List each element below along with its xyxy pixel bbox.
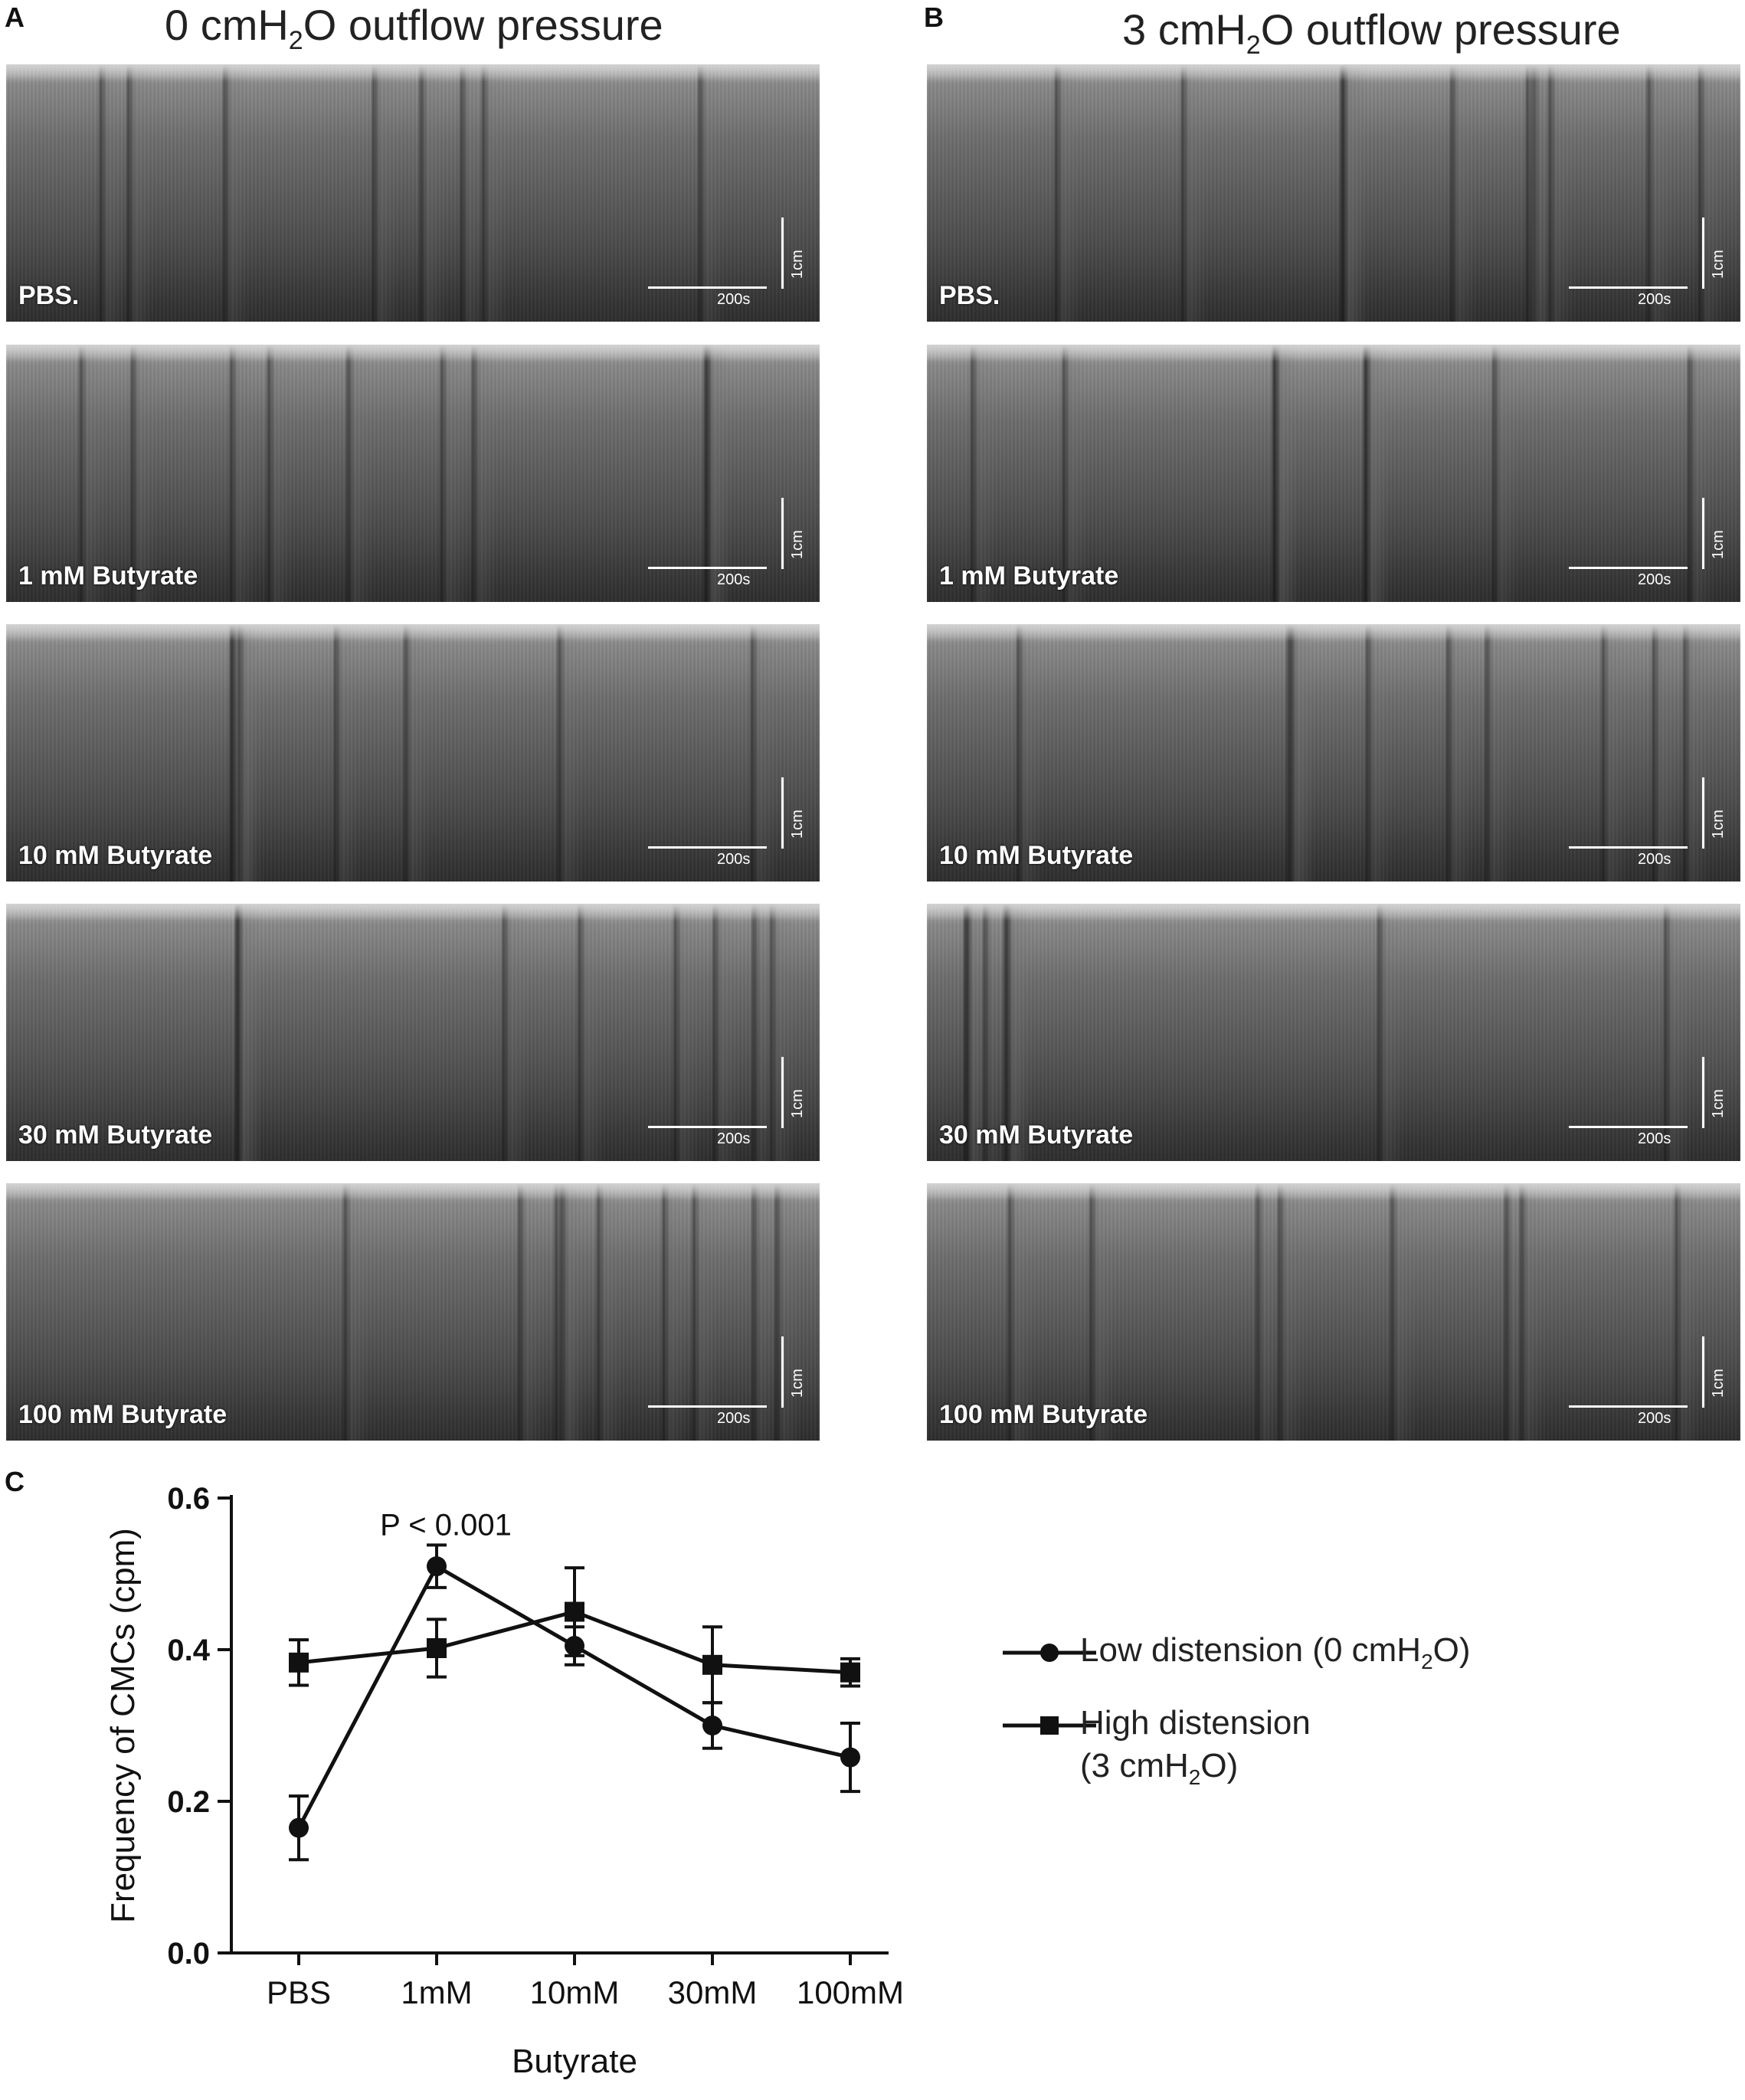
kymograph-a-100mm: 200s 1cm 100 mM Butyrate <box>6 1183 820 1441</box>
kymograph-b-1mm: 200s 1cm 1 mM Butyrate <box>927 345 1740 602</box>
time-scale-bar <box>1569 1126 1688 1128</box>
time-scale-label: 200s <box>1638 851 1671 868</box>
kymograph-label: PBS. <box>939 281 1000 310</box>
time-scale-label: 200s <box>717 851 751 868</box>
length-scale-label: 1cm <box>1710 1369 1727 1398</box>
time-scale-bar <box>648 567 767 569</box>
column-a-title: 0 cmH2O outflow pressure <box>165 1 663 56</box>
kymograph-b-30mm: 200s 1cm 30 mM Butyrate <box>927 904 1740 1161</box>
legend-marker-low <box>1003 1644 1096 1662</box>
kymograph-a-1mm: 200s 1cm 1 mM Butyrate <box>6 345 820 602</box>
legend-label-high: High distension (3 cmH2O) <box>1080 1704 1311 1789</box>
time-scale-label: 200s <box>717 1130 751 1147</box>
length-scale-bar <box>1702 777 1704 849</box>
kymograph-label: 100 mM Butyrate <box>939 1400 1148 1429</box>
panel-letter-a: A <box>5 2 25 33</box>
length-scale-label: 1cm <box>789 250 806 279</box>
data-point-circle <box>702 1716 722 1735</box>
length-scale-label: 1cm <box>789 810 806 839</box>
length-scale-bar <box>781 777 784 849</box>
data-point-square <box>289 1652 309 1673</box>
length-scale-bar <box>1702 218 1704 289</box>
kymograph-label: 30 mM Butyrate <box>939 1120 1134 1150</box>
length-scale-bar <box>1702 1057 1704 1128</box>
time-scale-label: 200s <box>1638 1410 1671 1427</box>
data-point-square <box>565 1601 584 1622</box>
x-tick-label: 100mM <box>797 1974 904 2010</box>
panel-letter-b: B <box>924 2 944 33</box>
length-scale-label: 1cm <box>1710 530 1727 559</box>
y-tick-label: 0.0 <box>167 1937 210 1971</box>
legend-label-low: Low distension (0 cmH2O) <box>1080 1631 1471 1673</box>
x-tick-label: PBS <box>267 1974 331 2010</box>
length-scale-label: 1cm <box>1710 1089 1727 1118</box>
panel-letter-c: C <box>5 1466 25 1497</box>
kymograph-label: 30 mM Butyrate <box>18 1120 213 1150</box>
x-axis-label: Butyrate <box>512 2043 637 2080</box>
time-scale-bar <box>1569 567 1688 569</box>
time-scale-bar <box>648 1126 767 1128</box>
data-point-square <box>840 1662 860 1683</box>
x-tick-label: 10mM <box>530 1974 620 2010</box>
length-scale-bar <box>781 1336 784 1408</box>
legend-marker-high <box>1003 1716 1096 1735</box>
y-tick-label: 0.2 <box>167 1785 210 1819</box>
frequency-line-chart: 0.0 0.2 0.4 0.6 PBS 1mM 10mM 30mM 100mM Butyrate F… <box>104 1482 904 2080</box>
kymograph-b-10mm: 200s 1cm 10 mM Butyrate <box>927 624 1740 882</box>
time-scale-bar <box>648 846 767 849</box>
time-scale-label: 200s <box>1638 1130 1671 1147</box>
data-point-circle <box>840 1747 860 1768</box>
time-scale-label: 200s <box>1638 571 1671 588</box>
length-scale-bar <box>1702 1336 1704 1408</box>
length-scale-label: 1cm <box>1710 250 1727 279</box>
length-scale-label: 1cm <box>789 1089 806 1118</box>
time-scale-bar <box>1569 846 1688 849</box>
data-point-square <box>427 1638 447 1659</box>
data-point-circle <box>427 1556 447 1577</box>
significance-annotation: P < 0.001 <box>380 1509 512 1542</box>
length-scale-label: 1cm <box>789 530 806 559</box>
y-tick-label: 0.4 <box>167 1634 210 1667</box>
time-scale-bar <box>648 1405 767 1408</box>
y-axis-label: Frequency of CMCs (cpm) <box>104 1528 142 1923</box>
x-tick-label: 30mM <box>668 1974 758 2010</box>
x-tick-label: 1mM <box>401 1974 472 2010</box>
kymograph-a-30mm: 200s 1cm 30 mM Butyrate <box>6 904 820 1161</box>
length-scale-label: 1cm <box>789 1369 806 1398</box>
time-scale-bar <box>1569 1405 1688 1408</box>
kymograph-a-pbs: 200s 1cm PBS. <box>6 64 820 322</box>
time-scale-label: 200s <box>717 1410 751 1427</box>
kymograph-label: 10 mM Butyrate <box>939 841 1134 870</box>
length-scale-bar <box>781 1057 784 1128</box>
kymograph-label: PBS. <box>18 281 80 310</box>
kymograph-b-pbs: 200s 1cm PBS. <box>927 64 1740 322</box>
length-scale-bar <box>781 218 784 289</box>
length-scale-bar <box>1702 498 1704 569</box>
column-b-title: 3 cmH2O outflow pressure <box>1122 5 1621 61</box>
time-scale-label: 200s <box>1638 291 1671 308</box>
time-scale-label: 200s <box>717 291 751 308</box>
y-tick-label: 0.6 <box>167 1482 210 1516</box>
time-scale-bar <box>1569 286 1688 289</box>
kymograph-label: 1 mM Butyrate <box>18 561 198 590</box>
kymograph-label: 100 mM Butyrate <box>18 1400 228 1429</box>
kymograph-a-10mm: 200s 1cm 10 mM Butyrate <box>6 624 820 882</box>
time-scale-label: 200s <box>717 571 751 588</box>
data-point-circle <box>289 1817 309 1838</box>
time-scale-bar <box>648 286 767 289</box>
kymograph-label: 1 mM Butyrate <box>939 561 1119 590</box>
length-scale-label: 1cm <box>1710 810 1727 839</box>
length-scale-bar <box>781 498 784 569</box>
kymograph-label: 10 mM Butyrate <box>18 841 213 870</box>
kymograph-b-100mm: 200s 1cm 100 mM Butyrate <box>927 1183 1740 1441</box>
data-point-square <box>702 1654 722 1675</box>
